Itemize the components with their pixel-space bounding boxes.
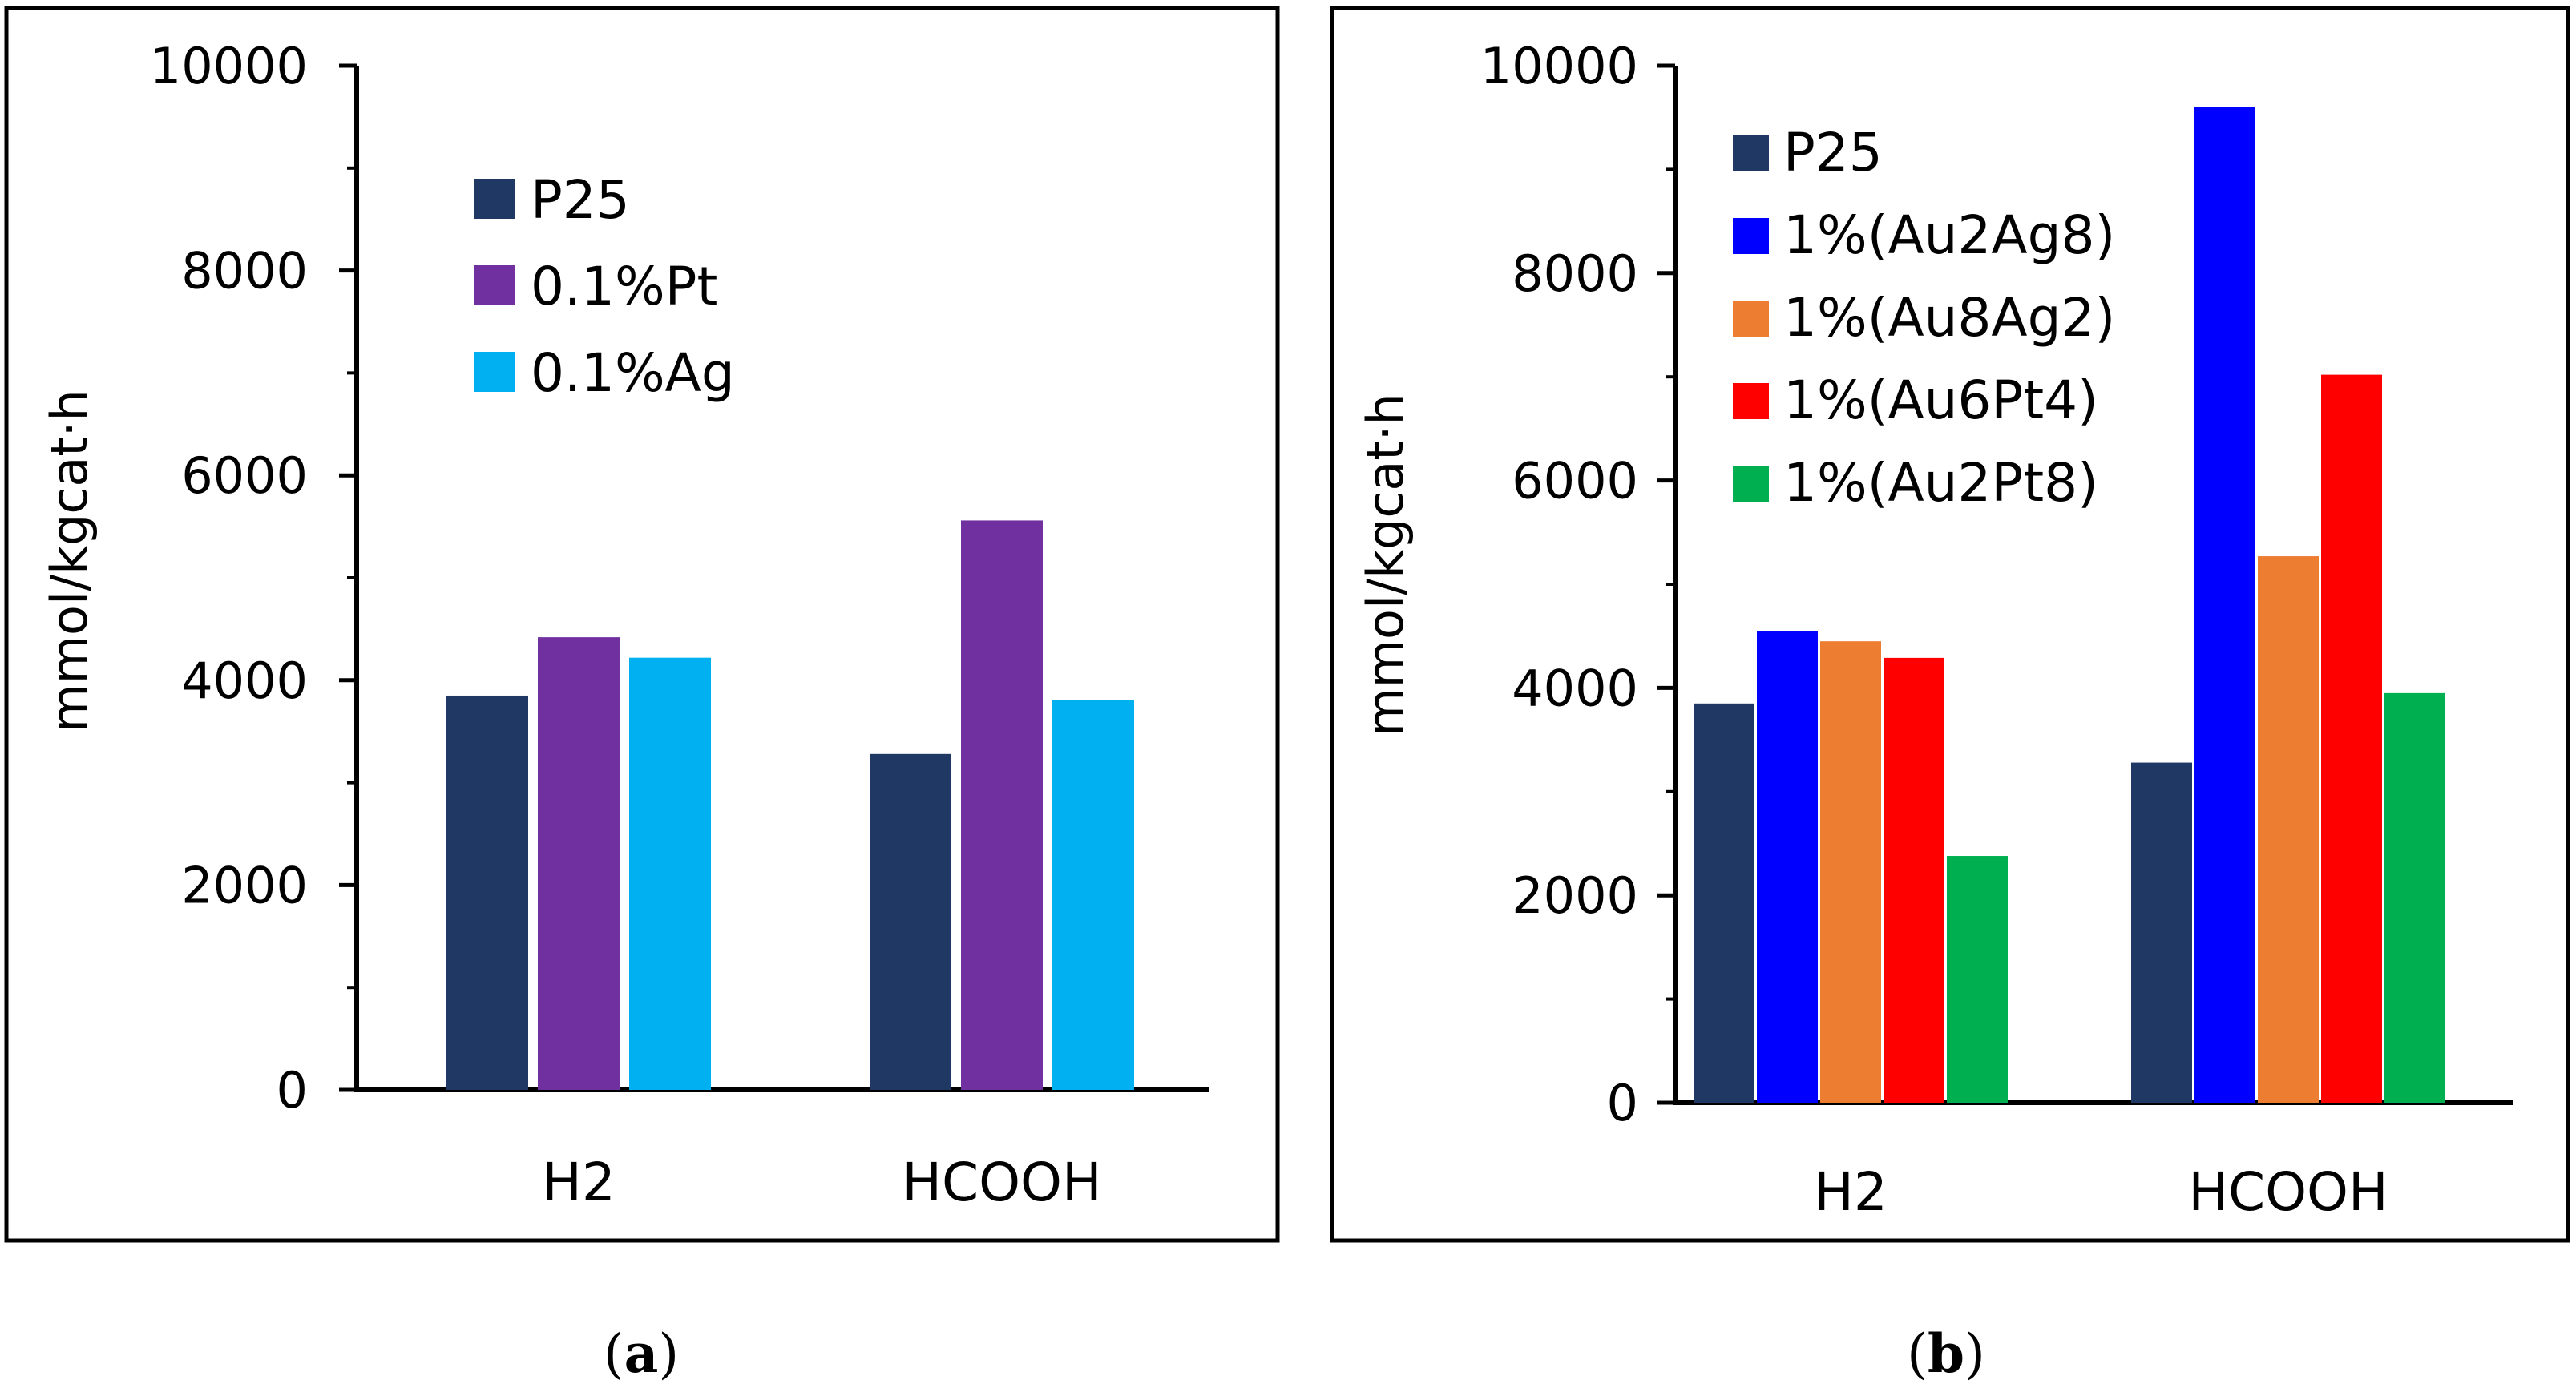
panel-b-legend-label: 1%(Au6Pt4)	[1783, 369, 2098, 431]
panel-b-legend-label: P25	[1783, 122, 1883, 184]
panel-b-categories: H2 HCOOH	[1814, 1161, 2388, 1223]
panel-a-bar	[870, 753, 951, 1090]
panel-b-legend-swatch	[1733, 301, 1769, 337]
chart-panel-a: 0 2000 4000 6000 8000 10000 H2 HCOOH P25 0.1%Pt…	[4, 6, 1280, 1385]
panel-b-bar	[2258, 556, 2319, 1103]
panel-b-y-tick-label: 6000	[1512, 452, 1638, 510]
panel-a-bar	[961, 520, 1043, 1090]
panel-a-ticks: 0 2000 4000 6000 8000 10000	[150, 37, 357, 1120]
panel-a-y-tick-label: 8000	[181, 242, 308, 301]
panel-a-x-category-label: HCOOH	[902, 1152, 1101, 1213]
panel-b-legend-swatch	[1733, 218, 1769, 254]
panel-a-bar	[629, 657, 711, 1090]
panel-a-y-axis-label: mmol/kgcat·h	[40, 389, 99, 732]
panel-b-bar	[1820, 641, 1881, 1103]
panel-b-bar	[2321, 374, 2382, 1103]
panel-a-legend-swatch	[474, 179, 515, 219]
panel-a-legend-label: 0.1%Pt	[531, 256, 717, 317]
panel-a-legend-label: P25	[531, 169, 630, 231]
panel-a-y-tick-label: 10000	[150, 37, 308, 95]
panel-a-y-tick-label: 4000	[181, 652, 308, 710]
panel-a-caption-letter: a	[624, 1322, 659, 1385]
panel-b-y-tick-label: 10000	[1480, 37, 1638, 95]
panel-b-caption-letter: b	[1928, 1322, 1964, 1385]
panel-a-bar	[446, 695, 528, 1090]
panel-b-bar	[1884, 657, 1944, 1103]
panel-a-legend: P25 0.1%Pt 0.1%Ag	[474, 169, 735, 404]
panel-b-y-axis-label: mmol/kgcat·h	[1356, 393, 1415, 736]
chart-panel-b: 0 2000 4000 6000 8000 10000 H2 HCOOH P25 1%(Au2…	[1330, 6, 2570, 1385]
panel-b-x-category-label: H2	[1814, 1161, 1888, 1223]
panel-b-y-tick-label: 4000	[1512, 659, 1638, 717]
panel-a-y-tick-label: 0	[277, 1061, 308, 1120]
panel-a-x-category-label: H2	[542, 1152, 616, 1213]
panel-a-y-tick-label: 6000	[181, 446, 308, 505]
panel-b-bars	[1694, 107, 2445, 1103]
panel-b-legend-swatch	[1733, 383, 1769, 419]
panel-b-legend-swatch	[1733, 135, 1769, 171]
panel-b-legend-label: 1%(Au2Ag8)	[1783, 204, 2115, 266]
panel-a-legend-swatch	[474, 352, 515, 392]
panel-b-y-tick-label: 2000	[1512, 866, 1638, 925]
panel-b-legend-swatch	[1733, 466, 1769, 502]
panel-a-legend-label: 0.1%Ag	[531, 342, 735, 404]
panel-b-x-category-label: HCOOH	[2188, 1161, 2388, 1223]
panel-b-legend-label: 1%(Au8Ag2)	[1783, 287, 2115, 349]
panel-b-bar	[2384, 692, 2445, 1103]
panel-b-y-tick-label: 0	[1607, 1074, 1638, 1132]
panel-a-bars	[446, 520, 1134, 1090]
panel-b-bar	[1947, 856, 2008, 1103]
panel-a-legend-swatch	[474, 265, 515, 305]
panel-b-caption: (b)	[1907, 1322, 1985, 1385]
panel-a-caption: (a)	[604, 1322, 679, 1385]
panel-a-categories: H2 HCOOH	[542, 1152, 1101, 1213]
panel-b-bar	[1757, 631, 1818, 1103]
panel-b-ticks: 0 2000 4000 6000 8000 10000	[1480, 37, 1675, 1132]
panel-b-bar	[2194, 107, 2255, 1103]
panel-b-legend-label: 1%(Au2Pt8)	[1783, 452, 2098, 514]
panel-b-y-tick-label: 8000	[1512, 244, 1638, 303]
panel-a-y-tick-label: 2000	[181, 856, 308, 914]
panel-a-bar	[538, 637, 620, 1090]
panel-b-legend: P25 1%(Au2Ag8) 1%(Au8Ag2) 1%(Au6Pt4) 1%(Au2P…	[1733, 122, 2115, 514]
panel-a-bar	[1052, 700, 1134, 1090]
panel-b-bar	[1694, 703, 1754, 1103]
panel-b-bar	[2131, 762, 2192, 1103]
